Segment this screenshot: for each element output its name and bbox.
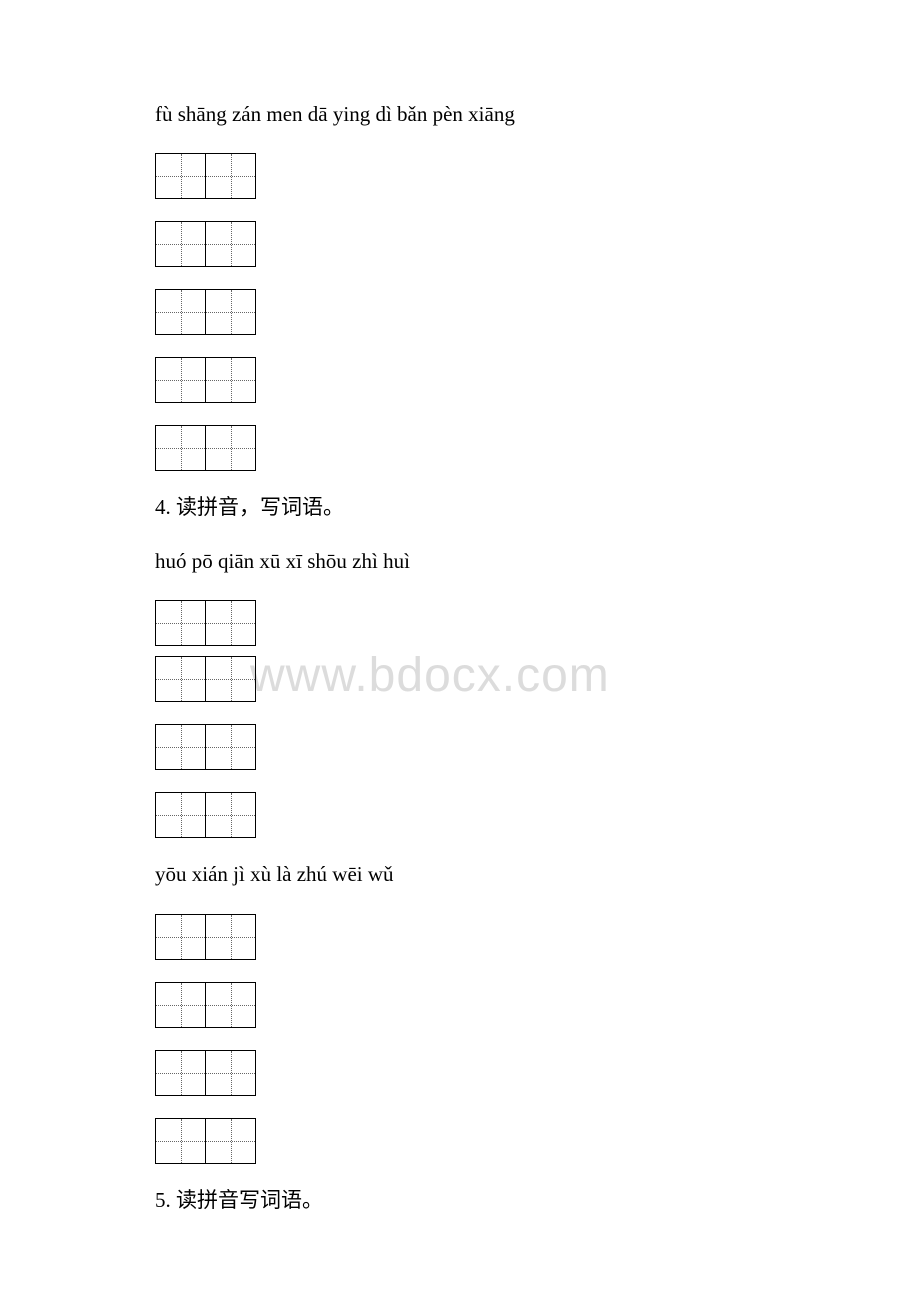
tianzige-cell (156, 657, 206, 701)
document-content: fù shāng zán men dā ying dì bǎn pèn xiān… (155, 100, 765, 1215)
tianzige-cell (156, 426, 206, 470)
tianzige-cell (206, 154, 256, 198)
tianzige-cell (206, 983, 256, 1027)
tianzige-grid (155, 153, 256, 199)
tianzige-grid (155, 914, 256, 960)
tianzige-row (155, 600, 765, 646)
tianzige-cell (206, 426, 256, 470)
tianzige-grid (155, 1118, 256, 1164)
tianzige-row (155, 289, 765, 335)
tianzige-cell (206, 725, 256, 769)
tianzige-cell (156, 793, 206, 837)
tianzige-row (155, 1118, 765, 1164)
pinyin-text: yōu xián jì xù là zhú wēi wǔ (155, 860, 765, 889)
tianzige-cell (156, 154, 206, 198)
tianzige-row (155, 724, 765, 770)
tianzige-cell (206, 915, 256, 959)
tianzige-cell (206, 1119, 256, 1163)
tianzige-row (155, 792, 765, 838)
tianzige-grid (155, 724, 256, 770)
question-text: 4. 读拼音，写词语。 (155, 493, 765, 522)
tianzige-row (155, 656, 765, 702)
tianzige-cell (156, 290, 206, 334)
tianzige-cell (156, 1119, 206, 1163)
tianzige-cell (206, 1051, 256, 1095)
tianzige-cell (156, 1051, 206, 1095)
tianzige-row (155, 982, 765, 1028)
tianzige-cell (206, 358, 256, 402)
tianzige-grid (155, 656, 256, 702)
tianzige-row (155, 221, 765, 267)
tianzige-grid (155, 982, 256, 1028)
pinyin-text: fù shāng zán men dā ying dì bǎn pèn xiān… (155, 100, 765, 129)
question-text: 5. 读拼音写词语。 (155, 1186, 765, 1215)
tianzige-row (155, 914, 765, 960)
pinyin-text: huó pō qiān xū xī shōu zhì huì (155, 547, 765, 576)
tianzige-grid (155, 1050, 256, 1096)
tianzige-row (155, 425, 765, 471)
tianzige-row (155, 153, 765, 199)
tianzige-row (155, 357, 765, 403)
tianzige-cell (156, 358, 206, 402)
tianzige-grid (155, 425, 256, 471)
tianzige-cell (156, 601, 206, 645)
tianzige-cell (156, 983, 206, 1027)
tianzige-cell (206, 290, 256, 334)
tianzige-grid (155, 600, 256, 646)
tianzige-cell (206, 657, 256, 701)
tianzige-grid (155, 289, 256, 335)
tianzige-grid (155, 221, 256, 267)
tianzige-row (155, 1050, 765, 1096)
tianzige-grid (155, 792, 256, 838)
tianzige-cell (156, 222, 206, 266)
tianzige-grid (155, 357, 256, 403)
tianzige-cell (156, 725, 206, 769)
tianzige-cell (156, 915, 206, 959)
tianzige-cell (206, 793, 256, 837)
tianzige-cell (206, 222, 256, 266)
tianzige-cell (206, 601, 256, 645)
